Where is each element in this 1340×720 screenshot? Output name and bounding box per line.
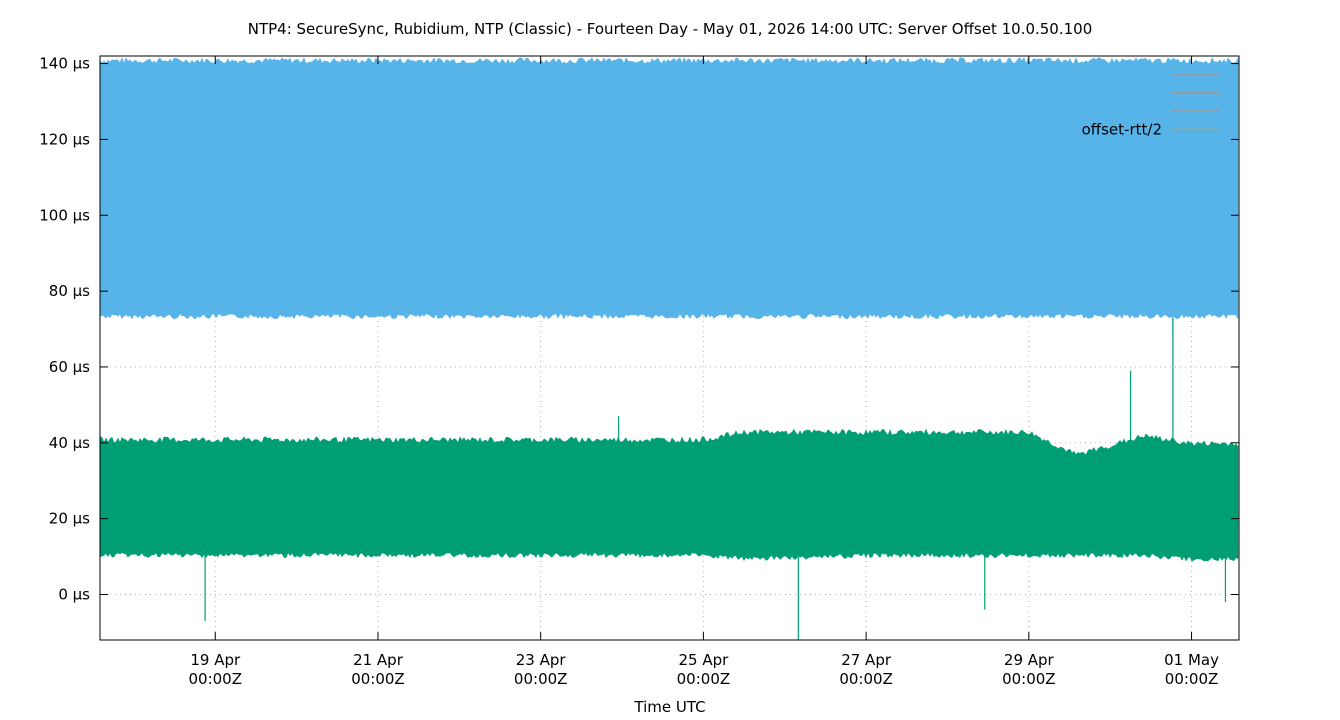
legend-label: offset-rtt/2	[1082, 121, 1162, 139]
x-tick-label: 23 Apr	[516, 651, 567, 669]
plot-frame	[99, 55, 1240, 641]
x-tick-label: 00:00Z	[514, 670, 568, 688]
x-tick-label: 21 Apr	[353, 651, 404, 669]
chart-title: NTP4: SecureSync, Rubidium, NTP (Classic…	[248, 20, 1093, 38]
y-axis: 140 µs 120 µs 100 µs 80 µs 60 µs 40 µs 20 µs 0 …	[39, 55, 1239, 603]
y-tick-label: 20 µs	[49, 510, 90, 528]
y-tick-label: 60 µs	[49, 358, 90, 376]
y-tick-label: 40 µs	[49, 434, 90, 452]
series-1-band	[100, 428, 1239, 562]
x-tick-label: 19 Apr	[190, 651, 241, 669]
y-tick-label: 120 µs	[39, 130, 90, 148]
x-tick-label: 27 Apr	[841, 651, 892, 669]
y-tick-label: 140 µs	[39, 55, 90, 73]
x-tick-label: 00:00Z	[839, 670, 893, 688]
x-tick-label: 00:00Z	[677, 670, 731, 688]
x-axis-label: Time UTC	[633, 698, 705, 716]
legend: offset-rtt/2	[1082, 73, 1220, 139]
series-0-band	[100, 56, 1239, 320]
x-tick-label: 00:00Z	[1002, 670, 1056, 688]
y-tick-label: 80 µs	[49, 282, 90, 300]
y-tick-label: 100 µs	[39, 206, 90, 224]
x-tick-label: 25 Apr	[678, 651, 729, 669]
series-clip	[100, 56, 1239, 640]
x-tick-label: 00:00Z	[351, 670, 405, 688]
x-tick-label: 29 Apr	[1004, 651, 1055, 669]
x-tick-label: 00:00Z	[1165, 670, 1219, 688]
x-tick-label: 01 May	[1164, 651, 1219, 669]
x-tick-label: 00:00Z	[188, 670, 242, 688]
series-layer	[100, 56, 1239, 640]
y-tick-label: 0 µs	[58, 585, 90, 603]
